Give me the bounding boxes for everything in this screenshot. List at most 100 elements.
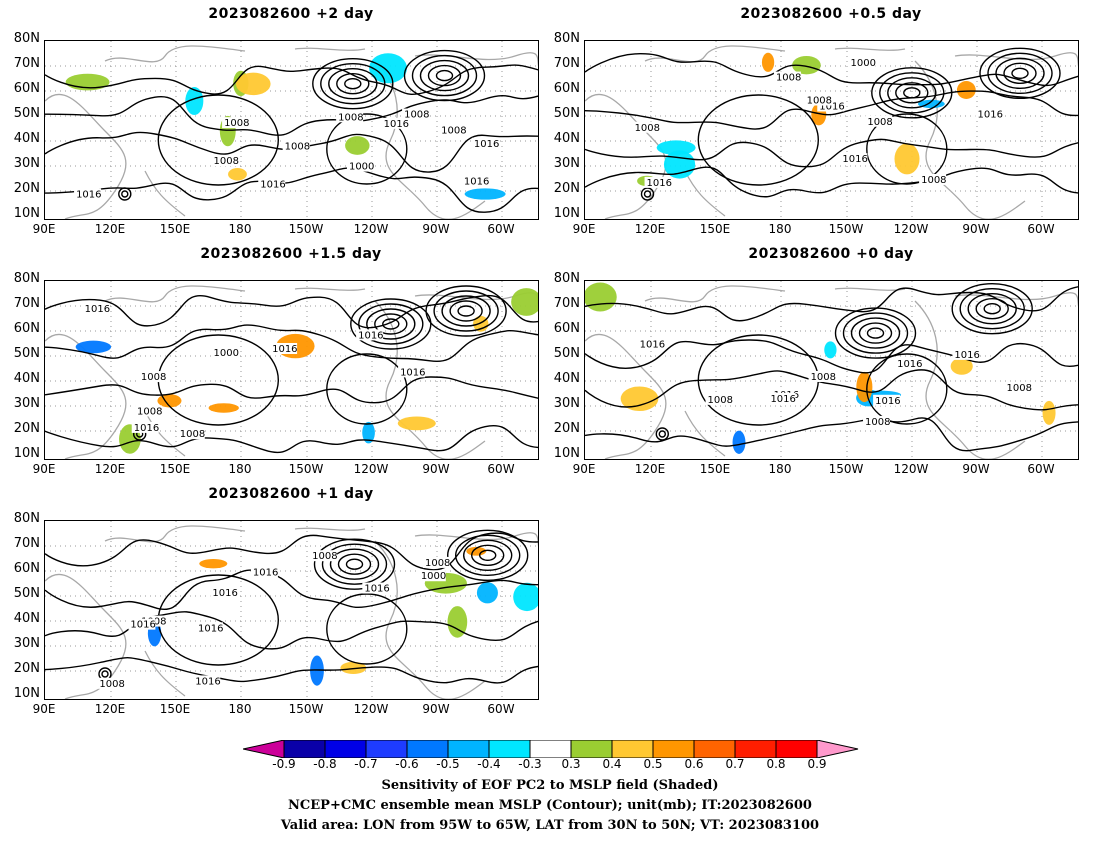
lon-tick-label: 120W <box>353 702 389 716</box>
colorbar-tick-label: -0.7 <box>354 757 378 771</box>
lon-tick-label: 150E <box>159 462 191 476</box>
lat-tick-label: 70N <box>13 56 40 71</box>
lat-tick-label: 60N <box>13 321 40 336</box>
mslp-contours <box>585 47 1078 201</box>
lon-tick-label: 180 <box>228 222 252 236</box>
map-svg: 1016100810161008100010081016100810161008… <box>45 41 538 219</box>
shade-blob <box>792 55 821 75</box>
contour-label: 1016 <box>384 119 409 130</box>
lat-tick-label: 20N <box>13 421 40 436</box>
shade-blob <box>824 341 837 359</box>
shade-blob <box>513 582 538 612</box>
contour-label: 1008 <box>807 95 832 106</box>
colorbar-tick-label: 0.4 <box>602 757 622 771</box>
lat-tick-label: 10N <box>13 206 40 221</box>
contour-label: 1016 <box>474 139 499 150</box>
lon-tick-label: 120W <box>353 462 389 476</box>
colorbar-tick-label: 0.3 <box>561 757 581 771</box>
colorbar-box <box>734 740 777 758</box>
contour-label: 1016 <box>358 330 383 341</box>
lon-tick-label: 90W <box>422 462 450 476</box>
lon-tick-label: 120W <box>893 222 929 236</box>
sensitivity-shading <box>75 288 538 454</box>
contour-label: 1016 <box>76 189 101 200</box>
lon-tick-label: 120E <box>634 222 666 236</box>
lon-tick-label: 90W <box>422 702 450 716</box>
lon-tick-label: 180 <box>768 462 792 476</box>
lon-tick-label: 150W <box>828 462 864 476</box>
lon-tick-label: 90W <box>422 222 450 236</box>
contour-label: 1008 <box>441 125 466 136</box>
colorbar-tick-label: 0.9 <box>807 757 827 771</box>
contour-label: 1008 <box>921 175 946 186</box>
shade-blob <box>464 188 506 200</box>
colorbar-box <box>570 740 613 758</box>
contour-label: 1016 <box>978 109 1003 120</box>
colorbar-tick-label: 0.5 <box>643 757 663 771</box>
shade-blob <box>75 340 112 354</box>
lat-tick-label: 70N <box>553 56 580 71</box>
lat-tick-label: 60N <box>13 561 40 576</box>
contour-label: 1008 <box>635 123 660 134</box>
contour-label: 1000 <box>349 162 374 173</box>
lat-tick-label: 60N <box>13 81 40 96</box>
lat-tick-label: 20N <box>553 421 580 436</box>
sensitivity-shading <box>585 282 1056 454</box>
lon-tick-label: 180 <box>228 462 252 476</box>
lon-tick-label: 60W <box>487 462 515 476</box>
contour-label: 1016 <box>364 584 389 595</box>
lat-tick-label: 20N <box>13 661 40 676</box>
contour-label: 1016 <box>85 304 110 315</box>
lon-tick-label: 150E <box>699 462 731 476</box>
lat-tick-label: 10N <box>553 446 580 461</box>
contour-labels: 1008 1016 1016 1008 1016 1000 1016 1008 1016 1016… <box>97 550 450 690</box>
lon-tick-label: 90W <box>962 462 990 476</box>
shade-blob <box>397 416 436 431</box>
shade-blob <box>476 582 498 604</box>
lon-tick-label: 120E <box>94 222 126 236</box>
contour-label: 1008 <box>141 372 166 383</box>
contour-label: 1008 <box>811 372 836 383</box>
lat-tick-label: 30N <box>553 396 580 411</box>
sensitivity-shading <box>147 546 538 686</box>
contour-label: 1016 <box>897 359 922 370</box>
contour-label: 1008 <box>865 417 890 428</box>
lat-tick-label: 50N <box>553 106 580 121</box>
lat-tick-label: 10N <box>553 206 580 221</box>
shade-blob <box>199 559 228 569</box>
map-panel-plus0: 1016100810161008101610161008101610081016 <box>584 280 1079 460</box>
panel-title-plus15: 2023082600 +1.5 day <box>200 246 382 262</box>
contour-label: 1008 <box>708 395 733 406</box>
lon-tick-label: 60W <box>1027 222 1055 236</box>
lon-tick-label: 90E <box>572 222 596 236</box>
lon-tick-label: 150E <box>159 702 191 716</box>
shade-blob <box>369 53 407 84</box>
contour-label: 1008 <box>338 112 363 123</box>
colorbar-box <box>529 740 572 758</box>
lat-tick-label: 10N <box>13 686 40 701</box>
lat-tick-label: 70N <box>553 296 580 311</box>
colorbar-extend-low <box>243 740 285 758</box>
lon-tick-label: 90E <box>32 462 56 476</box>
mslp-contours <box>45 529 538 684</box>
lat-tick-label: 70N <box>13 536 40 551</box>
map-svg: 1008 1016 1008 1016 1016 1000 1016 1016 1008 <box>45 281 538 459</box>
contour-label: 1016 <box>253 568 278 579</box>
contour-label: 1016 <box>130 620 155 631</box>
contour-label: 1008 <box>425 558 450 569</box>
shade-blob <box>1042 400 1056 425</box>
colorbar-tick-label: 0.6 <box>684 757 704 771</box>
lat-tick-label: 40N <box>13 131 40 146</box>
map-panel-plus05: 1016 1008 1016 1008 1000 1008 1016 1008 1016 1008 <box>584 40 1079 220</box>
colorbar-extend-high <box>816 740 859 758</box>
lat-tick-label: 30N <box>13 156 40 171</box>
colorbar-tick-label: -0.6 <box>395 757 419 771</box>
contour-label: 1008 <box>285 141 310 152</box>
sensitivity-shading <box>65 53 506 200</box>
lat-tick-label: 40N <box>553 131 580 146</box>
lat-tick-label: 60N <box>553 321 580 336</box>
lat-tick-label: 20N <box>553 181 580 196</box>
map-panel-plus15: 1008 1016 1008 1016 1016 1000 1016 1016 1008 <box>44 280 539 460</box>
